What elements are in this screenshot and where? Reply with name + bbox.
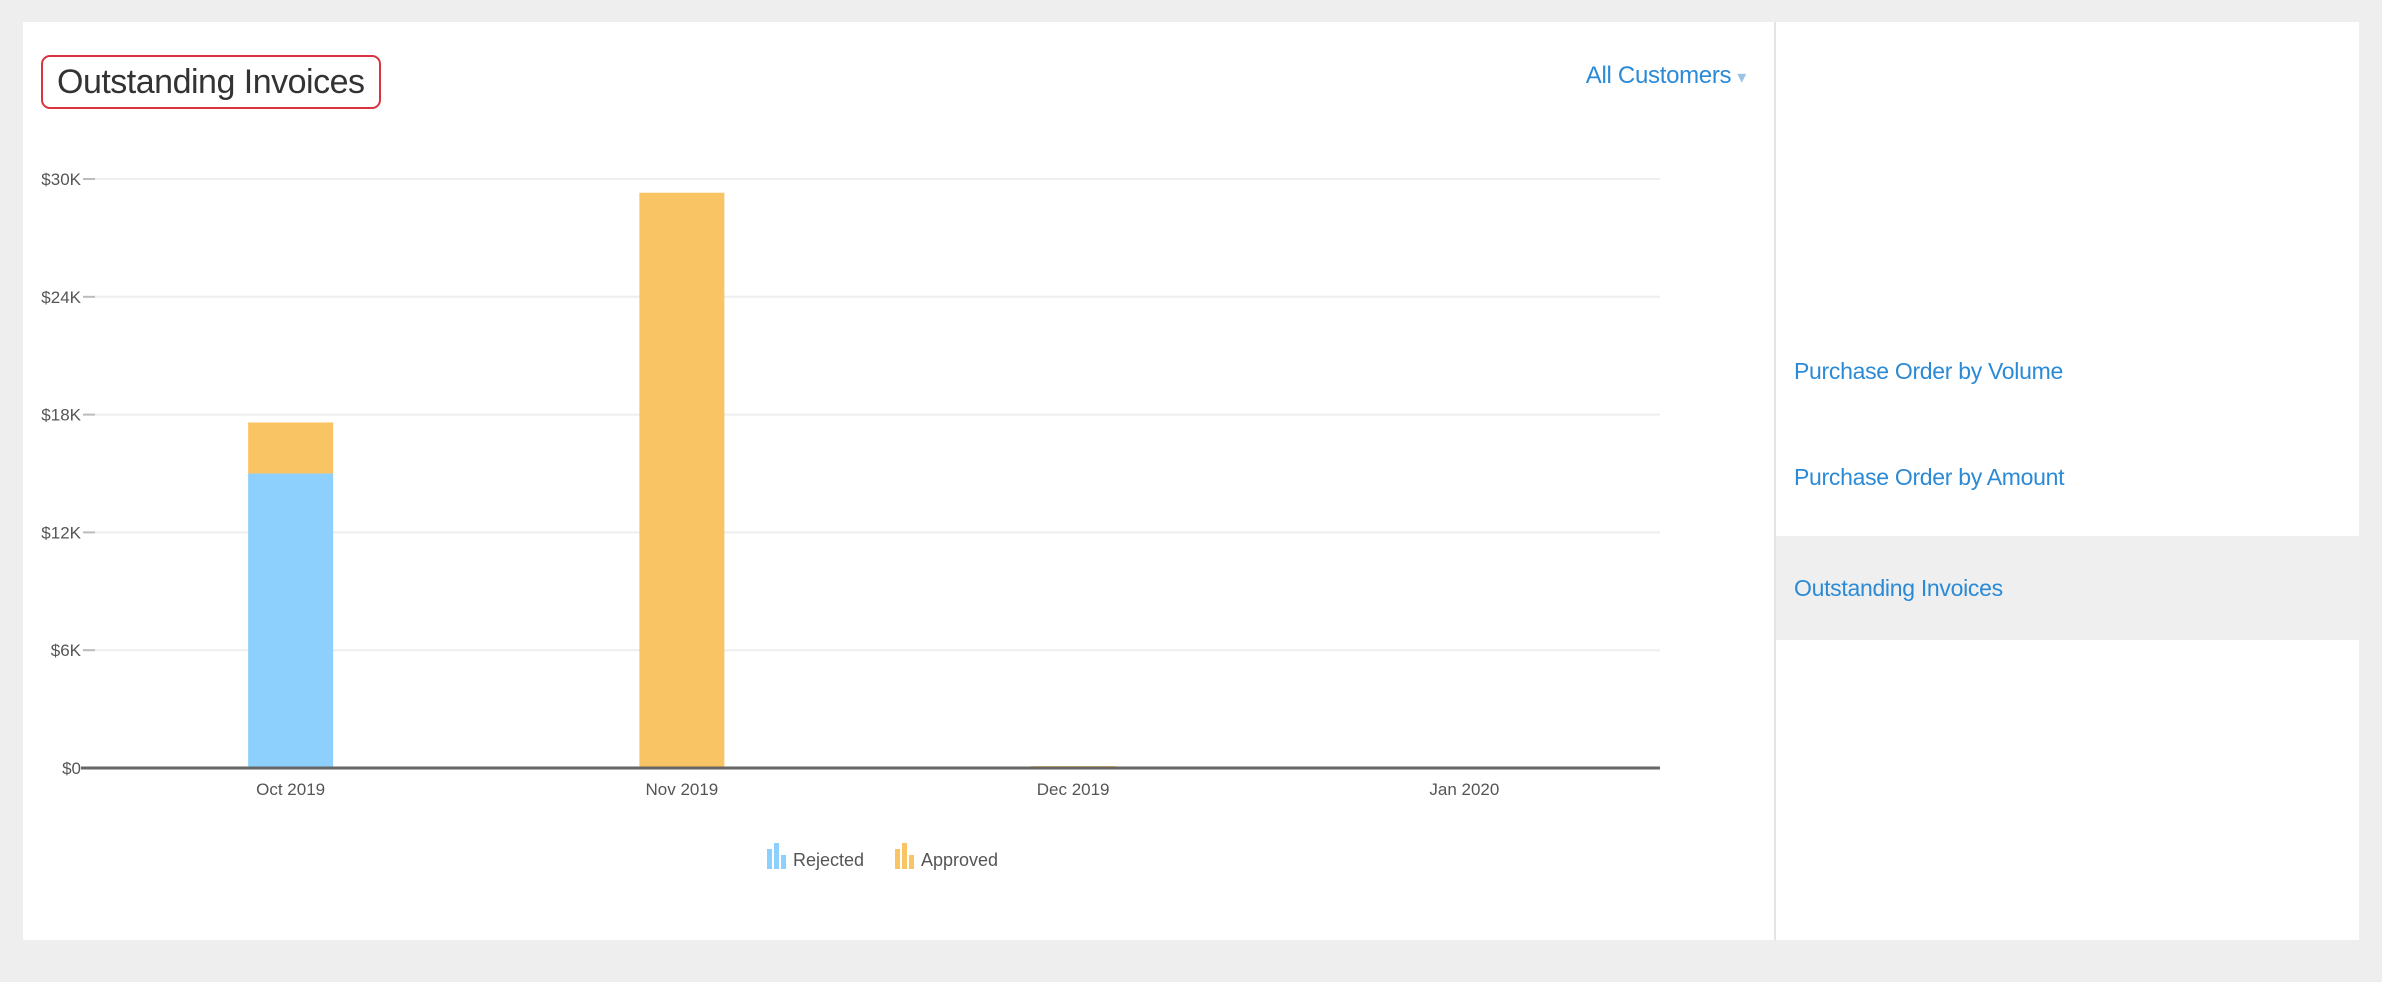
x-tick-label: Dec 2019 [1037, 780, 1110, 799]
sidebar-item-purchase-order-volume[interactable]: Purchase Order by Volume [1776, 319, 2359, 423]
y-axis: $0 $6K $12K $18K $24K $30K [41, 170, 95, 778]
legend: Rejected Approved [767, 843, 998, 870]
customer-filter-label: All Customers [1585, 62, 1732, 89]
legend-bar-chart-icon [767, 843, 786, 869]
y-tick-label: $6K [51, 641, 82, 660]
legend-label: Approved [921, 850, 998, 870]
sidebar-item-label: Outstanding Invoices [1794, 574, 2003, 601]
sidebar-item-outstanding-invoices[interactable]: Outstanding Invoices [1776, 536, 2359, 640]
panel-divider [1774, 22, 1776, 940]
y-tick-label: $12K [41, 523, 81, 542]
legend-icon-bar [781, 855, 786, 869]
y-tick-label: $18K [41, 406, 81, 425]
x-axis: Oct 2019 Nov 2019 Dec 2019 Jan 2020 [81, 766, 1660, 799]
chevron-down-icon: ▾ [1737, 67, 1746, 87]
x-tick-label: Oct 2019 [256, 780, 325, 799]
chart-title: Outstanding Invoices [41, 55, 381, 109]
x-tick-label: Jan 2020 [1429, 780, 1499, 799]
y-tick-label: $0 [62, 759, 81, 778]
dashboard-card [23, 22, 2359, 940]
legend-icon-bar [902, 843, 907, 869]
grid-lines [95, 178, 1660, 652]
legend-icon-bar [909, 855, 914, 869]
bars [248, 192, 1116, 769]
bar-approved [248, 422, 334, 474]
sidebar-item-label: Purchase Order by Volume [1794, 357, 2063, 384]
legend-icon-bar [895, 849, 900, 869]
legend-label: Rejected [793, 850, 864, 870]
legend-icon-bar [774, 843, 779, 869]
y-tick-label: $30K [41, 170, 81, 189]
bar-approved [639, 192, 725, 768]
bar-chart: $0 $6K $12K $18K $24K $30K Oct 2019 Nov 2019 De… [41, 170, 1660, 870]
legend-bar-chart-icon [895, 843, 914, 869]
bar-rejected [248, 473, 334, 768]
customer-filter-dropdown[interactable]: All Customers ▾ [1585, 62, 1747, 90]
y-tick-label: $24K [41, 288, 81, 307]
legend-icon-bar [767, 849, 772, 869]
sidebar-item-purchase-order-amount[interactable]: Purchase Order by Amount [1776, 425, 2359, 529]
x-tick-label: Nov 2019 [645, 780, 718, 799]
sidebar-item-label: Purchase Order by Amount [1794, 463, 2065, 490]
